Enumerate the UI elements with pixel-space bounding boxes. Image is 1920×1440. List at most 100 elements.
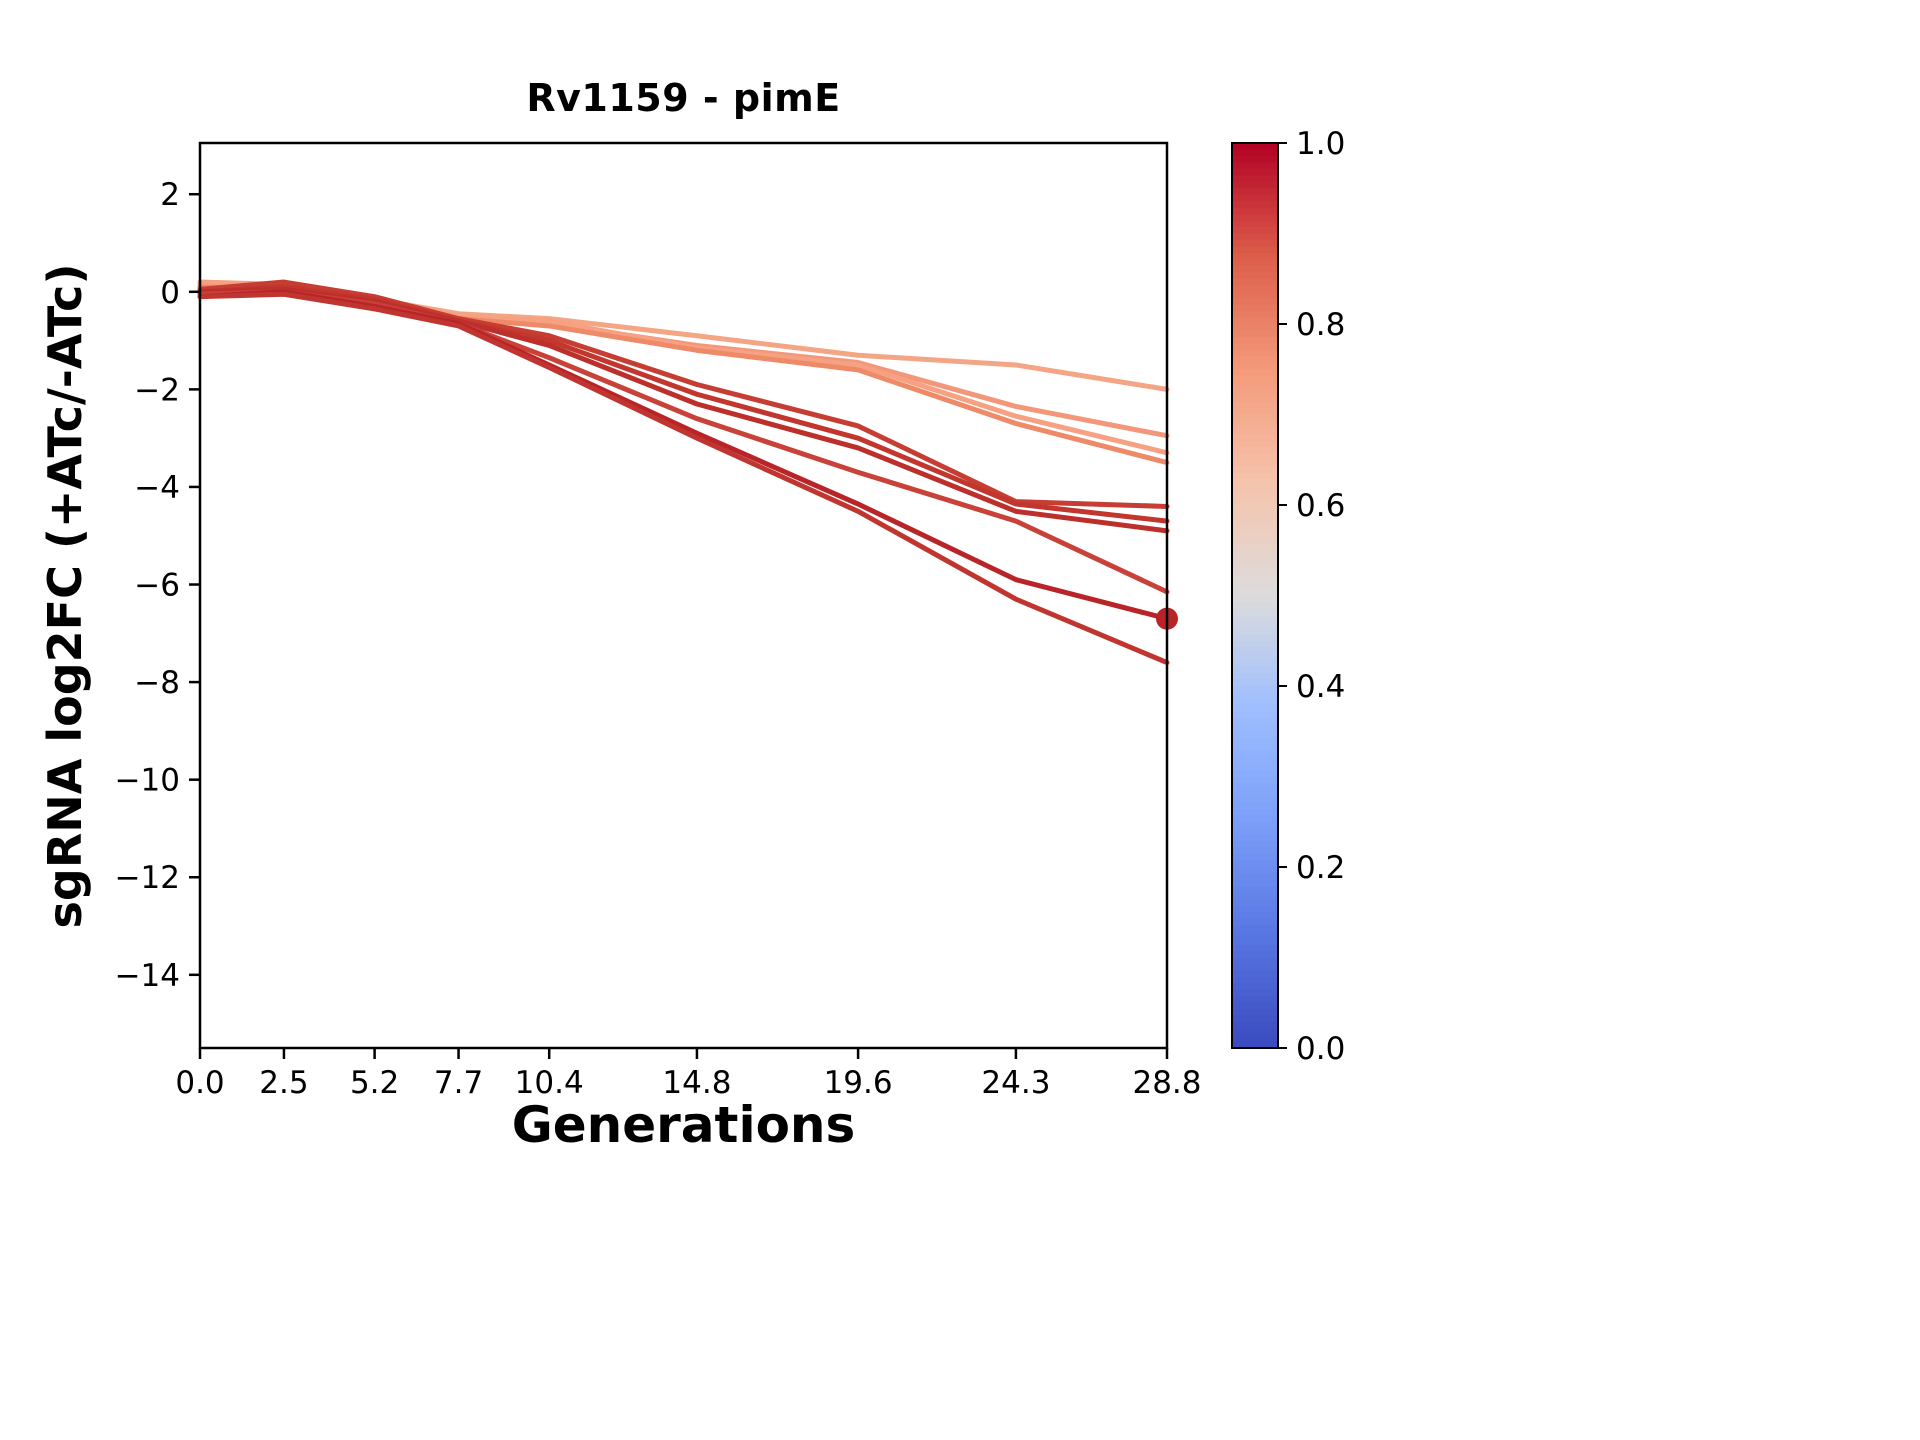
colorbar-slice — [1232, 821, 1278, 830]
colorbar-slice — [1232, 737, 1278, 745]
colorbar-slice — [1232, 227, 1278, 235]
colorbar-slice — [1232, 433, 1278, 442]
colorbar-slice — [1232, 375, 1278, 383]
colorbar-slice — [1232, 931, 1278, 939]
colorbar-slice — [1232, 983, 1278, 991]
colorbar-slice — [1232, 634, 1278, 642]
colorbar-slice — [1232, 608, 1278, 616]
colorbar-slice — [1232, 905, 1278, 914]
colorbar-slice — [1232, 466, 1278, 474]
colorbar-slice — [1232, 705, 1278, 713]
y-tick-label: 0 — [160, 275, 180, 311]
colorbar-slice — [1232, 854, 1278, 862]
series-line — [197, 284, 1170, 466]
colorbar-slice — [1232, 524, 1278, 532]
colorbar-slice — [1232, 679, 1278, 687]
colorbar-slice — [1232, 298, 1278, 306]
colorbar-slice — [1232, 647, 1278, 655]
colorbar-slice — [1232, 362, 1278, 371]
x-tick-label: 24.3 — [981, 1065, 1050, 1101]
colorbar-slice — [1232, 214, 1278, 222]
colorbar-slice — [1232, 770, 1278, 778]
x-tick-label: 5.2 — [350, 1065, 399, 1101]
chart-title: Rv1159 - pimE — [526, 76, 841, 120]
colorbar-slice — [1232, 640, 1278, 649]
colorbar-slice — [1232, 589, 1278, 597]
series-line — [197, 289, 1170, 595]
colorbar-slice — [1232, 776, 1278, 784]
colorbar-slice — [1232, 1002, 1278, 1011]
colorbar-slice — [1232, 498, 1278, 506]
colorbar-slice — [1232, 181, 1278, 190]
colorbar-slice — [1232, 1015, 1278, 1023]
colorbar-slice — [1232, 168, 1278, 177]
colorbar-slice — [1232, 336, 1278, 345]
colorbar-slice — [1232, 918, 1278, 926]
colorbar-slice — [1232, 750, 1278, 758]
colorbar-slice — [1232, 582, 1278, 590]
colorbar-slice — [1232, 763, 1278, 771]
colorbar-slice — [1232, 252, 1278, 261]
series-line — [197, 291, 1170, 666]
colorbar-slice — [1232, 233, 1278, 241]
colorbar-slice — [1232, 996, 1278, 1004]
colorbar-slice — [1232, 860, 1278, 868]
colorbar-slice — [1232, 220, 1278, 228]
colorbar-slice — [1232, 563, 1278, 571]
x-tick-label: 10.4 — [515, 1065, 584, 1101]
y-tick-label: −10 — [115, 763, 180, 799]
colorbar-slice — [1232, 847, 1278, 855]
colorbar-slice — [1232, 188, 1278, 196]
colorbar-slice — [1232, 653, 1278, 661]
colorbar-slice — [1232, 808, 1278, 817]
colorbar-slice — [1232, 1041, 1278, 1049]
colorbar-slice — [1232, 453, 1278, 461]
colorbar-slice — [1232, 627, 1278, 636]
colorbar-slice — [1232, 239, 1278, 248]
colorbar-slice — [1232, 957, 1278, 965]
colorbar-slice — [1232, 459, 1278, 468]
colorbar-slice — [1232, 162, 1278, 170]
colorbar-slice — [1232, 324, 1278, 332]
colorbar-slice — [1232, 698, 1278, 707]
colorbar-slice — [1232, 175, 1278, 183]
colorbar-slice — [1232, 330, 1278, 338]
x-tick-label: 7.7 — [434, 1065, 483, 1101]
colorbar-slice — [1232, 595, 1278, 603]
colorbar-slice — [1232, 886, 1278, 894]
colorbar-slice — [1232, 543, 1278, 552]
y-tick-label: −2 — [134, 372, 180, 408]
x-tick-label: 28.8 — [1132, 1065, 1201, 1101]
colorbar-slice — [1232, 143, 1278, 151]
colorbar-slice — [1232, 492, 1278, 500]
series-line — [197, 279, 1170, 509]
colorbar-slice — [1232, 989, 1278, 998]
colorbar-slice — [1232, 511, 1278, 519]
colorbar-slice — [1232, 343, 1278, 351]
y-tick-label: 2 — [160, 177, 180, 213]
colorbar-slice — [1232, 744, 1278, 752]
colorbar-slice — [1232, 782, 1278, 791]
y-tick-label: −12 — [115, 860, 180, 896]
series-line — [197, 284, 1170, 524]
x-tick-label: 0.0 — [175, 1065, 224, 1101]
x-tick-label: 2.5 — [259, 1065, 308, 1101]
colorbar-slice — [1232, 420, 1278, 429]
colorbar-slice — [1232, 285, 1278, 293]
colorbar-slice — [1232, 291, 1278, 299]
y-axis-label: sgRNA log2FC (+ATc/-ATc) — [38, 263, 92, 929]
colorbar-slice — [1232, 556, 1278, 564]
colorbar-slice — [1232, 201, 1278, 209]
colorbar-slice — [1232, 841, 1278, 849]
x-tick-label: 19.6 — [824, 1065, 893, 1101]
colorbar-slice — [1232, 479, 1278, 487]
colorbar-slice — [1232, 601, 1278, 610]
series-line — [197, 289, 1170, 622]
colorbar-slice — [1232, 692, 1278, 700]
colorbar-slice — [1232, 408, 1278, 416]
colorbar-slice — [1232, 517, 1278, 526]
colorbar-slice — [1232, 259, 1278, 267]
colorbar-slice — [1232, 569, 1278, 577]
